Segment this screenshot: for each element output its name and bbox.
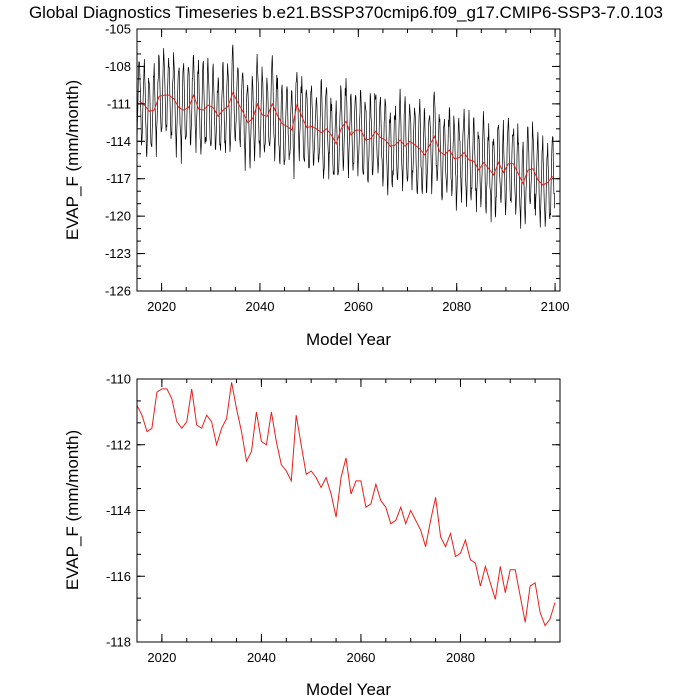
panel-2-ytick-label: -114 (106, 503, 131, 518)
panel-1-xlabel: Model Year (306, 330, 391, 349)
panel-1-ytick-label: -105 (105, 22, 131, 37)
panel-2-xlabel: Model Year (306, 680, 391, 699)
panel-2-ytick-label: -110 (106, 372, 131, 387)
panel-2-xtick-label: 2060 (346, 650, 375, 665)
panel-2-annual-mean-line (136, 382, 556, 627)
panel-1-annual-mean-line (139, 91, 553, 186)
panel-2-ytick-label: -116 (106, 569, 131, 584)
panel-1-ytick-label: -111 (107, 96, 131, 111)
panel-2-xtick-label: 2020 (147, 650, 176, 665)
panel-2-frame (136, 378, 561, 643)
panel-2-ylabel: EVAP_F (mm/month) (63, 430, 82, 590)
panel-2-xtick-label: 2040 (247, 650, 276, 665)
panel-1-ytick-label: -108 (105, 59, 131, 74)
panel-2: 2020 2040 2060 2080 -110 -112 -114 -116 -118 Mod… (63, 372, 561, 699)
panel-2-ytick-label: -118 (106, 635, 131, 650)
panel-2-xtick-label: 2080 (446, 650, 475, 665)
panel-1-ytick-label: -123 (105, 246, 131, 261)
panel-1-frame (136, 28, 561, 292)
panel-1-ylabel: EVAP_F (mm/month) (63, 80, 82, 240)
panel-1-monthly-line (136, 44, 556, 229)
panel-1-xtick-label: 2060 (344, 299, 373, 314)
panel-1-xtick-label: 2020 (147, 299, 176, 314)
panel-1-xtick-label: 2100 (541, 299, 570, 314)
panel-1-ytick-label: -120 (105, 209, 131, 224)
chart-title: Global Diagnostics Timeseries b.e21.BSSP… (29, 3, 663, 22)
panel-2-ytick-label: -112 (106, 437, 131, 452)
panel-1: 2020 2040 2060 2080 2100 -105 -108 -111 -114 -117… (63, 22, 570, 350)
panel-1-ytick-label: -126 (105, 284, 131, 299)
panel-1-xtick-label: 2080 (442, 299, 471, 314)
panel-1-xtick-label: 2040 (246, 299, 275, 314)
panel-1-ytick-label: -114 (106, 134, 131, 149)
panel-1-ytick-label: -117 (106, 171, 131, 186)
